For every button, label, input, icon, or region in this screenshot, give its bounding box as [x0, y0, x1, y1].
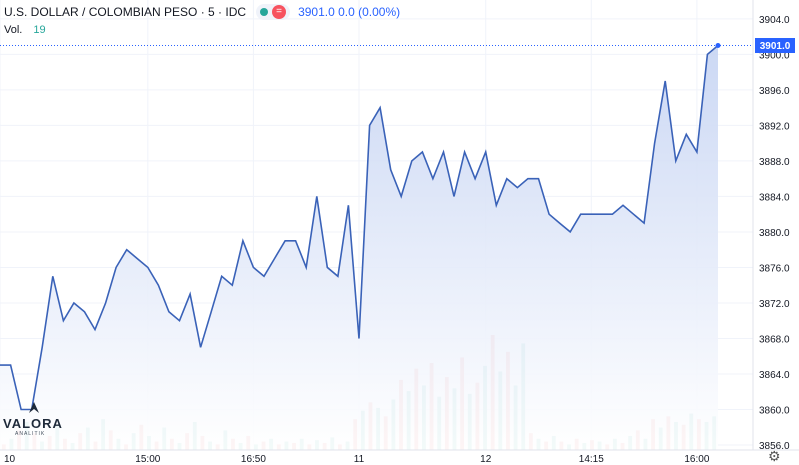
equals-icon: = — [272, 5, 287, 19]
y-tick-label: 3892.0 — [759, 121, 790, 132]
last-price-dot — [715, 43, 721, 49]
y-tick-label: 3864.0 — [759, 370, 790, 381]
y-tick-label: 3896.0 — [759, 86, 790, 97]
y-tick-label: 3860.0 — [759, 405, 790, 416]
x-tick-label: 14:15 — [579, 454, 604, 465]
logo-text: VALORA — [3, 416, 63, 431]
logo-mark-icon — [29, 402, 39, 413]
gear-icon[interactable]: ⚙ — [768, 448, 781, 464]
y-tick-label: 3880.0 — [759, 228, 790, 239]
ohlc-values: 3901.0 0.0 (0.00%) — [298, 5, 401, 19]
x-tick-label: 10 — [4, 454, 16, 465]
x-tick-label: 15:00 — [135, 454, 160, 465]
price-tag: 3901.0 — [755, 38, 795, 54]
x-tick-label: 11 — [354, 454, 365, 465]
valora-logo: VALORA ANALITIK — [3, 400, 67, 440]
y-tick-label: 3900.0 — [759, 50, 790, 61]
symbol-title[interactable]: U.S. DOLLAR / COLOMBIAN PESO · 5 · IDC — [4, 5, 247, 19]
logo-subtext: ANALITIK — [15, 431, 46, 437]
x-tick-label: 12 — [480, 454, 492, 465]
price-area — [0, 45, 718, 450]
y-tick-label: 3888.0 — [759, 157, 790, 168]
volume-label: Vol. — [4, 24, 23, 36]
price-line — [0, 44, 719, 411]
volume-value: 19 — [33, 24, 46, 36]
y-tick-label: 3872.0 — [759, 299, 790, 310]
y-tick-label: 3904.0 — [759, 15, 790, 26]
y-tick-label: 3868.0 — [759, 334, 790, 345]
market-status-badge[interactable]: = — [256, 4, 291, 20]
y-tick-label: 3876.0 — [759, 263, 790, 274]
price-tag-value: 3901.0 — [760, 41, 791, 52]
status-dot-icon — [260, 8, 269, 16]
y-tick-label: 3856.0 — [759, 441, 790, 452]
chart-legend: U.S. DOLLAR / COLOMBIAN PESO · 5 · IDC =… — [4, 4, 400, 20]
x-tick-label: 16:50 — [241, 454, 266, 465]
y-axis: 3904.0 3900.0 3896.0 3892.0 3888.0 3884.0 3880… — [759, 15, 790, 452]
y-tick-label: 3884.0 — [759, 192, 790, 203]
volume-legend: Vol. 19 — [4, 24, 46, 36]
x-tick-label: 16:00 — [684, 454, 709, 465]
